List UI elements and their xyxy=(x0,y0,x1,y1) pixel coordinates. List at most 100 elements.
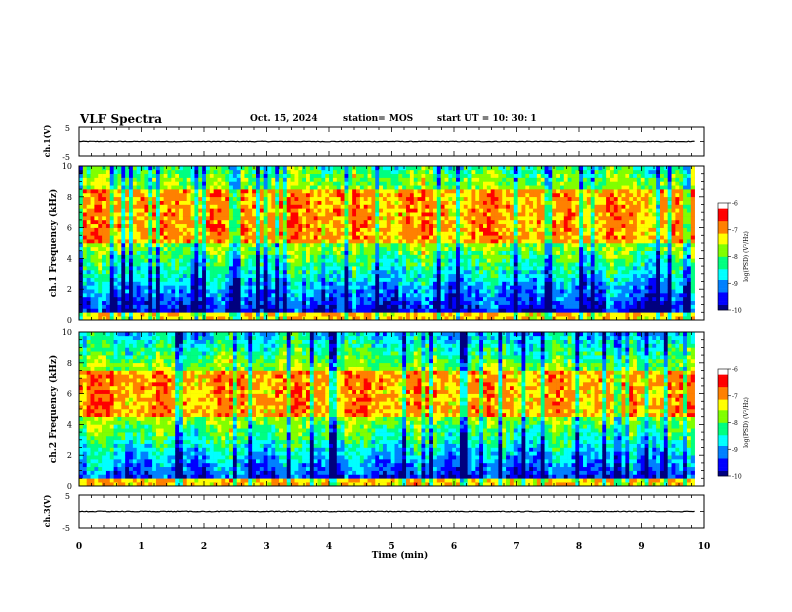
spectrogram-cell xyxy=(421,258,426,263)
spectrogram-cell xyxy=(529,266,534,271)
spectrogram-cell xyxy=(302,281,307,286)
spectrogram-cell xyxy=(502,300,507,305)
spectrogram-cell xyxy=(309,208,315,213)
spectrogram-cell xyxy=(102,266,107,271)
spectrogram-cell xyxy=(379,281,384,286)
spectrogram-cell xyxy=(113,296,118,302)
spectrogram-cell xyxy=(406,304,411,309)
spectrogram-cell xyxy=(359,235,365,240)
spectrogram-cell xyxy=(321,300,326,305)
spectrogram-cell xyxy=(159,293,164,298)
spectrogram-cell xyxy=(525,212,530,217)
spectrogram-cell xyxy=(367,216,372,221)
spectrogram-cell xyxy=(155,173,161,178)
spectrogram-cell xyxy=(506,285,511,290)
spectrogram-cell xyxy=(406,216,411,221)
spectrogram-cell xyxy=(159,316,164,321)
spectrogram-cell xyxy=(359,308,365,313)
spectrogram-cell xyxy=(417,200,422,205)
spectrogram-cell xyxy=(267,277,272,282)
spectrogram-cell xyxy=(544,212,549,217)
spectrogram-cell xyxy=(525,250,530,255)
spectrogram-cell xyxy=(471,250,476,255)
spectrogram-cell xyxy=(409,277,415,282)
spectrogram-cell xyxy=(136,177,141,182)
spectrogram-cell xyxy=(113,316,118,321)
spectrogram-cell xyxy=(179,308,184,313)
spectrogram-cell xyxy=(221,254,226,259)
spectrogram-cell xyxy=(359,258,365,263)
spectrogram-cell xyxy=(421,243,426,248)
spectrogram-cell xyxy=(536,177,542,182)
spectrogram-cell xyxy=(271,166,276,171)
spectrogram-cell xyxy=(132,281,138,286)
spectrogram-cell xyxy=(448,258,453,263)
spectrogram-cell xyxy=(263,266,268,271)
spectrogram-cell xyxy=(155,223,161,228)
spectrogram-cell xyxy=(379,231,384,236)
spectrogram-cell xyxy=(375,185,380,190)
spectrogram-cell xyxy=(329,269,334,275)
spectrogram-cell xyxy=(356,296,361,302)
spectrogram-cell xyxy=(286,185,291,190)
spectrogram-cell xyxy=(529,296,534,302)
spectrogram-cell xyxy=(467,285,472,290)
spectrogram-cell xyxy=(456,177,461,182)
spectrogram-cell xyxy=(140,293,145,298)
spectrogram-cell xyxy=(459,177,465,182)
spectrogram-cell xyxy=(344,273,349,278)
spectrogram-cell xyxy=(290,223,295,228)
spectrogram-cell xyxy=(186,177,191,182)
spectrogram-cell xyxy=(309,266,315,271)
spectrogram-cell xyxy=(533,250,538,255)
spectrogram-cell xyxy=(382,192,388,198)
spectrogram-cell xyxy=(155,300,161,305)
spectrogram-cell xyxy=(332,216,338,221)
spectrogram-cell xyxy=(325,212,330,217)
spectrogram-cell xyxy=(379,254,384,259)
spectrogram-cell xyxy=(406,204,411,209)
spectrogram-cell xyxy=(502,258,507,263)
spectrogram-cell xyxy=(390,266,395,271)
spectrogram-cell xyxy=(417,185,422,190)
spectrogram-cell xyxy=(371,308,376,313)
spectrogram-cell xyxy=(521,231,526,236)
spectrogram-cell xyxy=(421,223,426,228)
spectrogram-cell xyxy=(279,281,284,286)
spectrogram-cell xyxy=(436,273,441,278)
spectrogram-cell xyxy=(394,296,399,302)
spectrogram-cell xyxy=(90,200,95,205)
spectrogram-cell xyxy=(190,300,195,305)
spectrogram-cell xyxy=(375,281,380,286)
spectrogram-cell xyxy=(417,219,422,225)
spectrogram-cell xyxy=(506,219,511,225)
spectrogram-cell xyxy=(109,208,114,213)
spectrogram-cell xyxy=(213,308,218,313)
spectrogram-cell xyxy=(521,273,526,278)
spectrogram-cell xyxy=(440,216,445,221)
spectrogram-cell xyxy=(240,208,245,213)
spectrogram-cell xyxy=(171,262,176,267)
spectrogram-cell xyxy=(94,289,99,294)
spectrogram-cell xyxy=(540,304,545,309)
spectrogram-cell xyxy=(294,208,299,213)
spectrogram-cell xyxy=(129,308,134,313)
spectrogram-cell xyxy=(171,308,176,313)
spectrogram-cell xyxy=(417,173,422,178)
spectrogram-cell xyxy=(529,166,534,171)
spectrogram-cell xyxy=(90,239,95,244)
spectrogram-cell xyxy=(471,296,476,302)
spectrogram-cell xyxy=(402,223,407,228)
spectrogram-cell xyxy=(267,177,272,182)
spectrogram-cell xyxy=(375,243,380,248)
spectrogram-cell xyxy=(136,262,141,267)
spectrogram-cell xyxy=(540,269,545,275)
spectrogram-cell xyxy=(509,173,515,178)
spectrogram-cell xyxy=(413,239,418,244)
spectrogram-cell xyxy=(286,200,291,205)
spectrogram-cell xyxy=(236,185,241,190)
spectrogram-cell xyxy=(367,177,372,182)
spectrogram-cell xyxy=(483,250,488,255)
spectrogram-cell xyxy=(217,262,222,267)
spectrogram-cell xyxy=(244,277,249,282)
